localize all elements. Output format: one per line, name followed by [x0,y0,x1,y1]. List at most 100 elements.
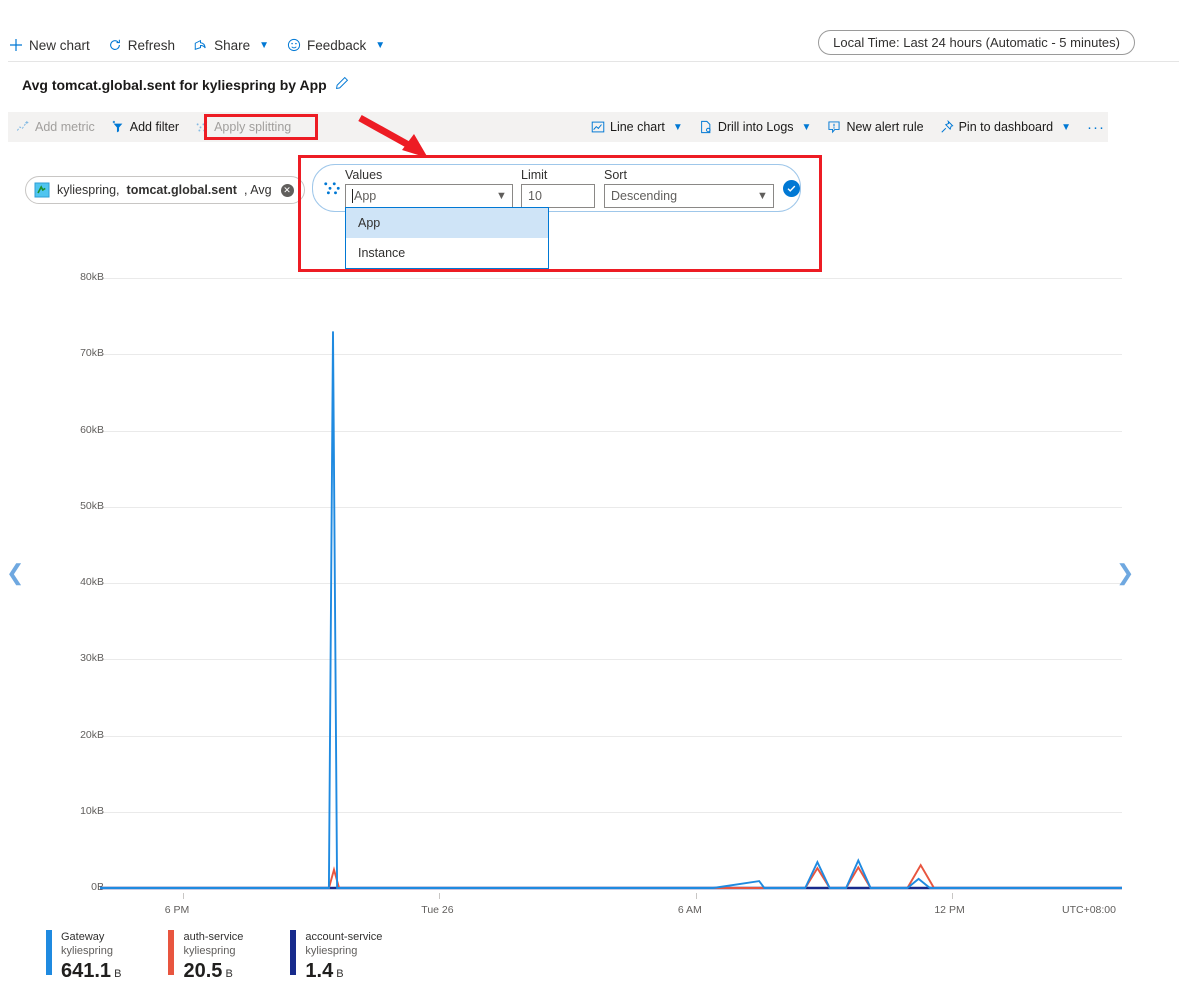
chevron-down-icon: ▼ [1061,121,1071,133]
new-chart-button[interactable]: New chart [0,35,99,56]
legend-value-number: 20.5 [183,960,223,982]
legend-series-name: Gateway [61,931,105,943]
limit-input[interactable]: 10 [521,184,595,208]
refresh-button[interactable]: Refresh [99,35,184,56]
chart-y-tick-label: 0B [91,881,104,893]
alert-rule-icon [827,120,841,134]
metric-pill-metric: tomcat.global.sent [126,183,237,197]
chart-y-tick-label: 20kB [80,728,104,741]
pin-to-dashboard-button[interactable]: Pin to dashboard ▼ [932,117,1079,137]
share-icon [193,38,208,52]
legend-item[interactable]: auth-service kyliespring 20.5 B [168,930,243,986]
chevron-down-icon: ▼ [375,39,386,51]
chart-y-tick-label: 60kB [80,423,104,436]
values-option-instance-label: Instance [358,246,406,260]
add-metric-icon [16,120,30,134]
plus-icon [9,38,23,52]
drill-into-logs-button[interactable]: Drill into Logs ▼ [691,117,820,137]
chart-y-tick-label: 10kB [80,804,104,817]
values-option-instance[interactable]: Instance [346,238,548,268]
chart-gridline [100,430,1122,432]
legend-value-unit: B [222,968,233,980]
legend-value-number: 1.4 [305,960,334,982]
chevron-down-icon[interactable]: ▼ [496,190,507,202]
chart-gridline [100,354,1122,356]
chevron-down-icon[interactable]: ▼ [757,190,768,202]
drill-logs-icon [699,120,713,134]
metrics-chart: 0B 10kB 20kB 30kB 40kB 50kB 60kB 70kB 80kB 6 PM T… [22,271,1122,916]
add-metric-label: Add metric [35,120,95,134]
chart-x-tick [439,893,441,899]
legend-series-resource: kyliespring [305,945,358,957]
apply-splitting-icon [322,178,342,198]
legend-swatch [168,930,175,975]
values-dropdown-list: App Instance [345,207,549,269]
timezone-label: UTC+08:00 [1062,904,1116,916]
page-title: Avg tomcat.global.sent for kyliespring b… [22,76,349,93]
command-bar: New chart Refresh Share ▼ Feedback ▼ [0,28,1187,62]
refresh-icon [108,38,122,52]
time-range-picker[interactable]: Local Time: Last 24 hours (Automatic - 5… [818,30,1135,55]
values-option-app[interactable]: App [346,208,548,238]
chevron-left-icon[interactable]: ❮ [6,560,25,585]
add-filter-button[interactable]: Add filter [103,117,187,137]
feedback-label: Feedback [307,37,367,53]
legend-series-name: account-service [305,931,383,943]
feedback-button[interactable]: Feedback ▼ [278,35,394,56]
metric-pill-scope: kyliespring, [57,183,120,197]
smiley-icon [287,38,301,52]
pin-to-dashboard-label: Pin to dashboard [958,120,1054,134]
pencil-icon[interactable] [335,76,349,93]
legend-value-number: 641.1 [61,960,112,982]
chart-x-tick [182,893,184,899]
more-options-button[interactable]: ··· [1087,118,1105,136]
apply-splitting-icon [195,120,209,134]
chart-y-tick-label: 70kB [80,347,104,360]
legend-series-value: 1.4 B [305,959,382,986]
line-chart-icon [591,120,605,134]
chart-y-tick-label: 40kB [80,576,104,588]
legend-series-value: 20.5 B [183,959,243,986]
new-alert-rule-button[interactable]: New alert rule [819,117,931,137]
confirm-splitting-button[interactable] [783,180,800,197]
legend-item[interactable]: Gateway kyliespring 641.1 B [46,930,121,986]
share-button[interactable]: Share ▼ [184,35,278,56]
apply-splitting-button[interactable]: Apply splitting [187,117,299,137]
values-option-app-label: App [358,216,381,230]
chart-type-button[interactable]: Line chart ▼ [583,117,691,137]
chevron-down-icon: ▼ [672,121,683,133]
values-input-value: App [354,189,377,203]
drill-into-logs-label: Drill into Logs [717,120,794,134]
legend-series-resource: kyliespring [183,945,236,957]
chevron-right-icon[interactable]: ❯ [1116,560,1135,585]
metric-toolbar-right: Line chart ▼ Drill into Logs ▼ New alert… [583,112,1113,142]
chart-x-tick-label: Tue 26 [421,904,454,916]
sort-select[interactable]: Descending [604,184,774,208]
chart-gridline [100,583,1122,584]
command-bar-divider [8,61,1179,62]
chart-series-layer [100,331,1122,890]
chart-y-tick-label: 80kB [80,271,104,283]
legend-swatch [290,930,297,975]
chart-series-line [100,863,1122,889]
values-label: Values [345,168,383,182]
values-input[interactable]: App [345,184,513,208]
close-icon[interactable]: ✕ [280,183,294,197]
share-label: Share [214,37,251,53]
metric-toolbar: Add metric Add filter Apply splitting Li… [8,112,1108,142]
chevron-down-icon: ▼ [801,121,812,133]
legend-series-value: 641.1 B [61,959,121,986]
apply-splitting-label: Apply splitting [214,120,292,134]
chart-type-label: Line chart [610,120,665,134]
legend-series-resource: kyliespring [61,945,113,957]
chevron-down-icon: ▼ [259,39,269,51]
chart-x-tick-label: 6 AM [677,904,702,916]
add-metric-button[interactable]: Add metric [8,117,103,137]
metric-pill[interactable]: kyliespring, tomcat.global.sent , Avg ✕ [25,176,305,204]
metric-pill-aggregation: , Avg [243,183,272,197]
pin-icon [940,120,954,134]
legend-item[interactable]: account-service kyliespring 1.4 B [290,930,382,986]
chart-x-tick-label: 12 PM [934,904,965,916]
chart-gridline [100,659,1122,661]
add-filter-label: Add filter [129,120,180,134]
